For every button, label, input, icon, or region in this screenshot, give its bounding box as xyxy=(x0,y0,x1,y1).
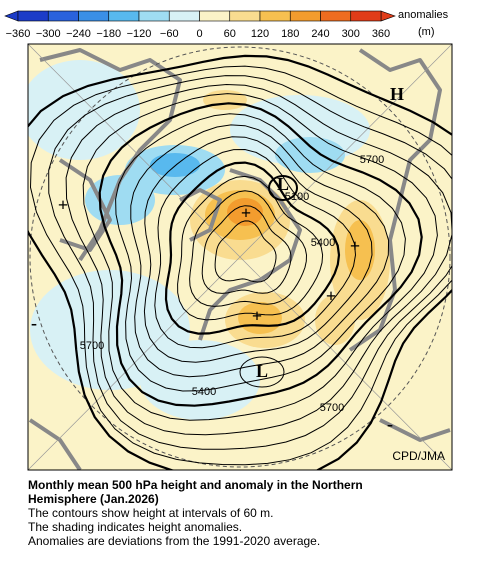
colorbar-segment xyxy=(350,10,382,22)
colorbar-segment xyxy=(108,10,140,22)
plus-mark: + xyxy=(241,203,251,223)
contour xyxy=(189,190,308,307)
colorbar-tick-label: −180 xyxy=(96,28,121,40)
height-contours xyxy=(28,54,452,470)
colorbar-segment xyxy=(17,10,49,22)
contour-label: 5400 xyxy=(311,237,335,249)
plus-mark: + xyxy=(58,195,68,215)
caption-line: The contours show height at intervals of… xyxy=(28,506,274,520)
minus-mark: - xyxy=(387,414,393,434)
colorbar-tick-label: 60 xyxy=(224,28,236,40)
low-center: L xyxy=(277,174,289,194)
colorbar-tick-label: −300 xyxy=(36,28,61,40)
colorbar-tick-label: −360 xyxy=(6,28,31,40)
contour xyxy=(130,124,390,378)
colorbar-segment xyxy=(78,10,110,22)
contour xyxy=(239,356,285,388)
caption-line: The shading indicates height anomalies. xyxy=(28,520,243,534)
high-center: H xyxy=(390,84,404,104)
caption-line: Anomalies are deviations from the 1991-2… xyxy=(28,534,321,548)
colorbar-segment xyxy=(138,10,170,22)
contour-label: 5700 xyxy=(360,154,384,166)
contour-label: 5700 xyxy=(320,402,344,414)
contour xyxy=(48,75,452,450)
contour-label: 5100 xyxy=(285,191,309,203)
contour xyxy=(177,175,324,321)
contour xyxy=(214,220,277,283)
colorbar-segment xyxy=(289,10,321,22)
contour xyxy=(98,102,423,407)
colorbar-arrow xyxy=(4,10,19,22)
colorbar-segment xyxy=(168,10,200,22)
contour xyxy=(115,113,406,392)
colorbar-arrow xyxy=(380,10,396,22)
caption: Monthly mean 500 hPa height and anomaly … xyxy=(28,478,428,548)
colorbar-tick-label: −120 xyxy=(127,28,152,40)
plus-mark: + xyxy=(252,306,262,326)
colorbar: −360 −300 −240 −180 −120 −60 0 60 120 180 240 300 36… xyxy=(4,10,396,40)
credit: CPD/JMA xyxy=(392,449,445,463)
colorbar-tick-label: −240 xyxy=(66,28,91,40)
contour xyxy=(28,54,452,470)
contour xyxy=(143,136,373,363)
colorbar-tick-label: 180 xyxy=(281,28,299,40)
colorbar-segment xyxy=(259,10,291,22)
low-center: L xyxy=(256,361,268,381)
colorbar-title: anomalies xyxy=(398,9,449,21)
anomaly-shading xyxy=(28,60,390,420)
colorbar-tick-label: −60 xyxy=(160,28,179,40)
latitude-circle xyxy=(29,46,451,468)
colorbar-tick-label: 360 xyxy=(372,28,390,40)
map-labels: 5700 5100 5400 5400 5700 5700 H L L + + … xyxy=(31,84,404,434)
map-frame xyxy=(27,43,453,471)
contour xyxy=(82,93,438,421)
contour-label: 5400 xyxy=(192,386,216,398)
contour xyxy=(65,83,452,436)
grid-line xyxy=(28,44,452,470)
map-figure: −360 −300 −240 −180 −120 −60 0 60 120 180 240 300 36… xyxy=(4,9,453,471)
contour xyxy=(268,175,298,201)
colorbar-unit: (m) xyxy=(418,26,435,38)
minus-mark: - xyxy=(31,313,37,333)
colorbar-tick-label: 240 xyxy=(311,28,329,40)
contour-label: 5700 xyxy=(80,340,104,352)
contour xyxy=(201,205,292,294)
plus-mark: + xyxy=(350,236,360,256)
caption-title: Monthly mean 500 hPa height and anomaly … xyxy=(28,478,363,506)
colorbar-segment xyxy=(229,10,261,22)
map: 5700 5100 5400 5400 5700 5700 H L L + + … xyxy=(28,44,452,470)
colorbar-tick-label: 120 xyxy=(251,28,269,40)
contour xyxy=(154,148,357,349)
plus-mark: + xyxy=(326,286,336,306)
colorbar-tick-label: 300 xyxy=(342,28,360,40)
contour xyxy=(29,65,452,466)
contour xyxy=(164,161,341,335)
colorbar-tick-label: 0 xyxy=(196,28,202,40)
colorbar-segment xyxy=(47,10,79,22)
colorbar-segment xyxy=(199,10,231,22)
colorbar-segment xyxy=(320,10,352,22)
